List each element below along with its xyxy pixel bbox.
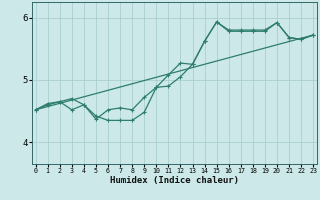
X-axis label: Humidex (Indice chaleur): Humidex (Indice chaleur): [110, 176, 239, 185]
